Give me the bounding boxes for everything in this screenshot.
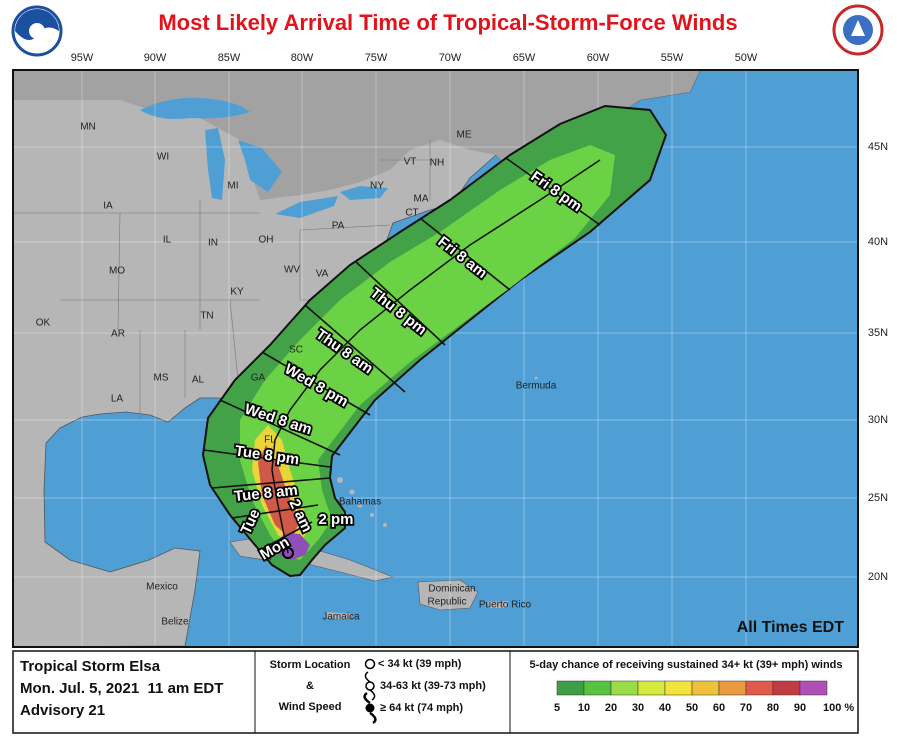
longitude-label: 50W: [735, 52, 758, 64]
scale-swatch: [772, 680, 801, 696]
place-label: TN: [200, 311, 213, 322]
latitude-label: 25N: [868, 492, 888, 504]
place-label: VA: [316, 269, 329, 280]
place-label: AR: [111, 329, 125, 340]
time-note: All Times EDT: [737, 619, 845, 636]
key-label: Storm Location: [270, 659, 351, 671]
place-label: LA: [111, 394, 124, 405]
scale-label: 90: [794, 702, 806, 714]
longitude-label: 80W: [291, 52, 314, 64]
place-label: NY: [370, 181, 384, 192]
storm-name: Tropical Storm Elsa: [20, 658, 161, 675]
longitude-label: 65W: [513, 52, 536, 64]
place-label: MO: [109, 266, 125, 277]
symbol-weak: [364, 658, 376, 670]
key-label: Wind Speed: [279, 701, 342, 713]
scale-title: 5-day chance of receiving sustained 34+ …: [530, 659, 843, 671]
longitude-label: 85W: [218, 52, 241, 64]
scale-label: 50: [686, 702, 698, 714]
nws-logo: [832, 4, 884, 56]
latitude-label: 30N: [868, 414, 888, 426]
scale-label: 60: [713, 702, 725, 714]
place-label: IN: [208, 238, 218, 249]
advisory: Advisory 21: [20, 702, 105, 719]
symbol-storm: [364, 671, 376, 701]
place-label: Puerto Rico: [479, 600, 532, 611]
symbol-hurricane: [363, 691, 377, 725]
scale-label: 10: [578, 702, 590, 714]
place-label: SC: [289, 345, 303, 356]
scale-swatch: [556, 680, 585, 696]
latitude-label: 35N: [868, 327, 888, 339]
symbol-label: 34-63 kt (39-73 mph): [380, 680, 486, 692]
storm-track: [271, 159, 601, 554]
scale-swatch: [799, 680, 828, 696]
place-label: NH: [430, 158, 444, 169]
place-label: GA: [251, 373, 266, 384]
place-label: IL: [163, 235, 172, 246]
scale-swatch: [691, 680, 720, 696]
scale-swatch: [610, 680, 639, 696]
place-label: MI: [227, 181, 238, 192]
latitude-label: 40N: [868, 236, 888, 248]
place-label: VT: [404, 157, 417, 168]
place-label: MA: [414, 194, 429, 205]
place-label: Jamaica: [322, 612, 360, 623]
longitude-label: 70W: [439, 52, 462, 64]
noaa-logo: [11, 5, 63, 57]
swath-higher: [258, 445, 300, 540]
symbol-label: ≥ 64 kt (74 mph): [380, 702, 463, 714]
place-label: FL: [264, 435, 276, 446]
scale-label: 30: [632, 702, 644, 714]
latitude-label: 45N: [868, 141, 888, 153]
place-label: CT: [405, 208, 418, 219]
map: MN WI MI IA IL IN OH PA NY VT NH ME MA CT MO KY WV VA TN OK…: [13, 70, 858, 647]
longitude-label: 55W: [661, 52, 684, 64]
scale-label: 5: [554, 702, 560, 714]
longitude-label: 60W: [587, 52, 610, 64]
place-label: IA: [103, 201, 113, 212]
place-label: WV: [284, 265, 300, 276]
scale-label: 100 %: [823, 702, 854, 714]
place-label: Dominican: [428, 584, 475, 595]
scale-label: 80: [767, 702, 779, 714]
arrival-time-label: 2 pm: [318, 511, 353, 528]
place-label: Mexico: [146, 582, 178, 593]
scale-label: 40: [659, 702, 671, 714]
longitude-label: 95W: [71, 52, 94, 64]
place-label: AL: [192, 375, 205, 386]
scale-swatch: [745, 680, 774, 696]
swath-inner: [240, 145, 615, 560]
scale-swatch: [583, 680, 612, 696]
place-label: MN: [80, 122, 96, 133]
place-label: PA: [332, 221, 345, 232]
key-label: &: [306, 680, 314, 692]
title: Most Likely Arrival Time of Tropical-Sto…: [158, 10, 737, 35]
place-label: ME: [457, 130, 472, 141]
longitude-label: 90W: [144, 52, 167, 64]
issue-time: Mon. Jul. 5, 2021 11 am EDT: [20, 680, 223, 697]
place-label: OK: [36, 318, 51, 329]
scale-swatch: [664, 680, 693, 696]
place-label: KY: [230, 287, 244, 298]
scale-label: 70: [740, 702, 752, 714]
place-label: Republic: [428, 597, 467, 608]
scale-swatch: [718, 680, 747, 696]
place-label: MS: [154, 373, 169, 384]
place-label: Bermuda: [516, 381, 557, 392]
scale-swatch: [637, 680, 666, 696]
place-label: OH: [259, 235, 274, 246]
place-label: Bahamas: [339, 497, 381, 508]
place-label: WI: [157, 152, 169, 163]
longitude-label: 75W: [365, 52, 388, 64]
map-frame: [12, 69, 859, 648]
place-label: Belize: [161, 617, 189, 628]
symbol-label: < 34 kt (39 mph): [378, 658, 462, 670]
scale-label: 20: [605, 702, 617, 714]
storm-position: [282, 547, 294, 559]
latitude-label: 20N: [868, 571, 888, 583]
